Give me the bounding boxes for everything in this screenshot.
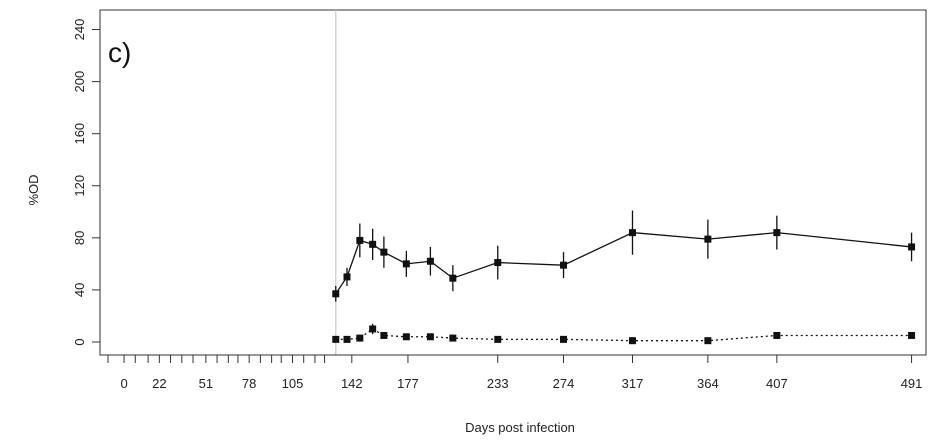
series-1 <box>332 210 916 302</box>
y-tick-label: 80 <box>72 231 87 245</box>
x-axis: 0 22 51 78 105 142 177 233 274 317 364 407 491 <box>107 354 923 391</box>
data-point <box>494 259 502 267</box>
x-tick-label: 51 <box>199 376 213 391</box>
x-axis-title: Days post infection <box>465 420 575 435</box>
data-point <box>449 274 457 282</box>
y-axis: 0 40 80 120 160 200 240 <box>72 19 101 346</box>
data-point <box>704 337 712 345</box>
y-axis-title: %OD <box>26 174 41 205</box>
data-point <box>494 335 502 343</box>
x-tick-label: 22 <box>152 376 166 391</box>
panel-label: c) <box>108 37 131 68</box>
series-layer <box>332 210 916 345</box>
y-tick-label: 120 <box>72 175 87 197</box>
data-point <box>449 334 457 342</box>
data-point <box>356 236 364 244</box>
data-point <box>908 331 916 339</box>
data-point <box>560 261 568 269</box>
data-point <box>380 248 388 256</box>
x-tick-label: 364 <box>697 376 719 391</box>
data-point <box>402 260 410 268</box>
plot-frame <box>99 9 927 356</box>
x-tick-label: 177 <box>397 376 419 391</box>
y-tick-label: 200 <box>72 71 87 93</box>
y-tick-label: 160 <box>72 123 87 145</box>
x-tick-label: 233 <box>487 376 509 391</box>
series-line <box>335 231 912 295</box>
data-point <box>773 331 781 339</box>
data-point <box>426 257 434 265</box>
data-point <box>332 335 340 343</box>
data-point <box>628 337 636 345</box>
x-tick-label: 142 <box>341 376 363 391</box>
x-tick-label: 491 <box>901 376 923 391</box>
data-point <box>402 333 410 341</box>
x-tick-label: 407 <box>766 376 788 391</box>
y-tick-label: 240 <box>72 19 87 41</box>
y-tick-label: 0 <box>72 338 87 345</box>
data-point <box>704 235 712 243</box>
data-point <box>343 335 351 343</box>
x-tick-label: 78 <box>242 376 256 391</box>
y-tick-label: 40 <box>72 283 87 297</box>
data-point <box>369 325 377 333</box>
data-point <box>343 273 351 281</box>
series-2 <box>332 323 916 345</box>
data-point <box>369 240 377 248</box>
data-point <box>332 290 340 298</box>
x-tick-label: 274 <box>553 376 575 391</box>
data-point <box>426 333 434 341</box>
data-point <box>908 243 916 251</box>
data-point <box>628 229 636 237</box>
series-line <box>335 328 912 342</box>
data-point <box>560 335 568 343</box>
data-point <box>380 331 388 339</box>
x-tick-label: 317 <box>622 376 644 391</box>
data-point <box>356 334 364 342</box>
x-tick-label: 0 <box>120 376 127 391</box>
data-point <box>773 229 781 237</box>
x-tick-label: 105 <box>282 376 304 391</box>
